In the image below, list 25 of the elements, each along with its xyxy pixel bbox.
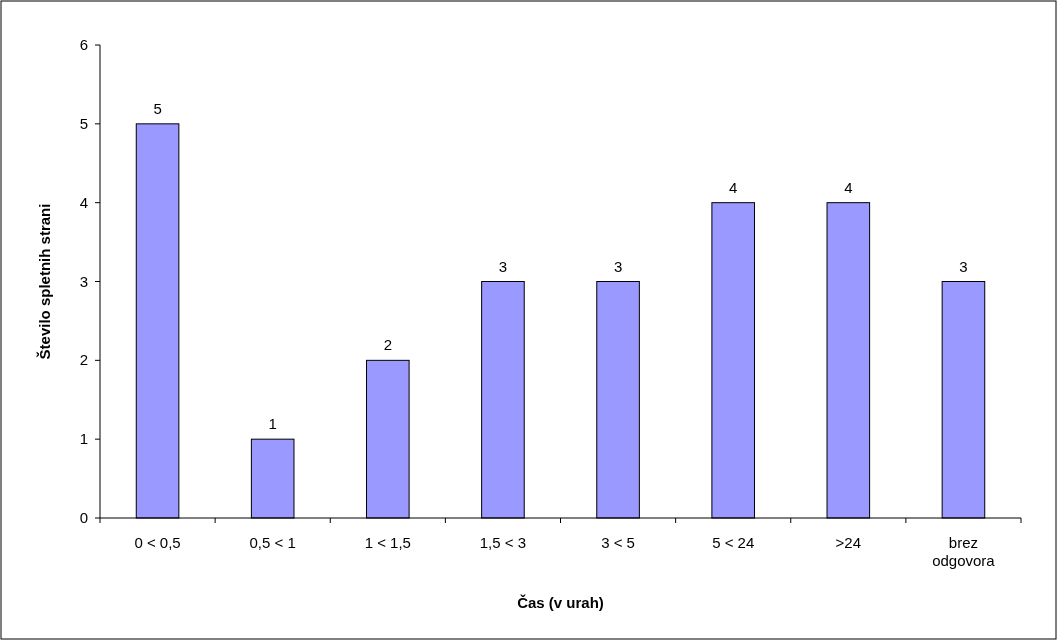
x-tick-label: 1,5 < 3 [479, 534, 527, 551]
y-tick-label: 0 [79, 509, 88, 526]
data-label: 5 [153, 99, 162, 117]
x-tick-label: 0,5 < 1 [249, 534, 296, 551]
data-label: 1 [268, 415, 277, 433]
data-label: 3 [959, 257, 968, 275]
data-label: 2 [383, 336, 392, 354]
x-tick-label: 1 < 1,5 [364, 534, 411, 551]
x-tick-label: 3 < 5 [601, 534, 635, 551]
y-tick-label: 1 [79, 430, 88, 448]
x-tick-label: 0 < 0,5 [134, 534, 181, 551]
data-label: 4 [729, 178, 738, 196]
y-axis-title: Število spletnih strani [36, 203, 53, 360]
y-tick-label: 6 [79, 36, 88, 53]
data-label: 3 [613, 257, 623, 275]
x-tick-label: brez odgovora [932, 534, 996, 569]
x-tick-label: 5 < 24 [712, 534, 755, 551]
y-tick-label: 2 [79, 351, 88, 369]
y-tick-label: 4 [79, 193, 88, 211]
data-label: 4 [844, 178, 853, 196]
data-label: 3 [498, 257, 508, 275]
y-tick-label: 3 [79, 272, 88, 290]
x-tick-label: >24 [835, 534, 862, 551]
y-tick-label: 5 [79, 114, 88, 132]
x-axis-title: Čas (v urah) [517, 594, 604, 611]
